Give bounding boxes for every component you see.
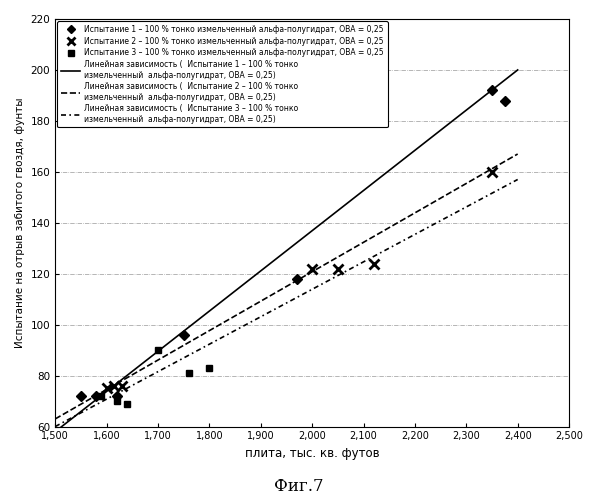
Y-axis label: Испытание на отрыв забитого гвоздя, фунты: Испытание на отрыв забитого гвоздя, фунт…: [15, 98, 25, 348]
X-axis label: плита, тыс. кв. футов: плита, тыс. кв. футов: [245, 447, 379, 460]
Text: Фиг.7: Фиг.7: [274, 478, 324, 495]
Legend: Испытание 1 – 100 % тонко измельченный альфа-полугидрат, ОВА = 0,25, Испытание 2: Испытание 1 – 100 % тонко измельченный а…: [57, 22, 388, 128]
